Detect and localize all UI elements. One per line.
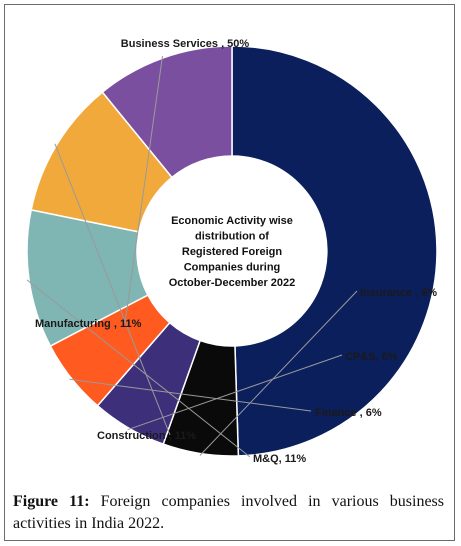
- leader-line: [54, 143, 171, 436]
- center-text-line: October-December 2022: [169, 277, 296, 289]
- slice-label: Finance , 6%: [315, 407, 382, 419]
- leader-line: [199, 290, 358, 456]
- center-text: Economic Activity wise distribution of Reg…: [169, 215, 296, 289]
- slice-label: Business Services , 50%: [121, 38, 250, 50]
- leader-line: [26, 279, 251, 458]
- slice-label: Construction , 11%: [97, 430, 196, 442]
- figure-caption: Figure 11: Foreign companies involved in…: [13, 491, 444, 535]
- leader-line: [69, 378, 312, 412]
- slice-label: M&Q, 11%: [253, 453, 306, 465]
- caption-text: Foreign companies involved in various bu…: [13, 493, 444, 532]
- slice-labels: Business Services , 50% Insurance , 6% CP&…: [35, 38, 437, 465]
- caption-label: Figure 11:: [13, 493, 90, 510]
- center-text-line: Registered Foreign: [182, 246, 283, 258]
- center-text-line: distribution of: [195, 231, 269, 243]
- slice-label: Insurance , 6%: [360, 287, 437, 299]
- slice-label: Manufacturing , 11%: [35, 318, 142, 330]
- leader-line: [124, 55, 163, 324]
- donut-slices: [26, 45, 438, 457]
- leader-lines: [26, 55, 358, 458]
- donut-chart-svg: Business Services , 50% Insurance , 6% CP&…: [26, 38, 438, 465]
- figure-frame: Business Services , 50% Insurance , 6% CP&…: [4, 4, 455, 541]
- slice-manufacturing: [101, 45, 233, 179]
- slice-business-services: [231, 45, 438, 457]
- center-text-line: Economic Activity wise: [171, 215, 293, 227]
- donut-chart: Business Services , 50% Insurance , 6% CP&…: [5, 5, 456, 475]
- slice-label: CP&S, 6%: [345, 351, 398, 363]
- center-text-line: Companies during: [184, 262, 281, 274]
